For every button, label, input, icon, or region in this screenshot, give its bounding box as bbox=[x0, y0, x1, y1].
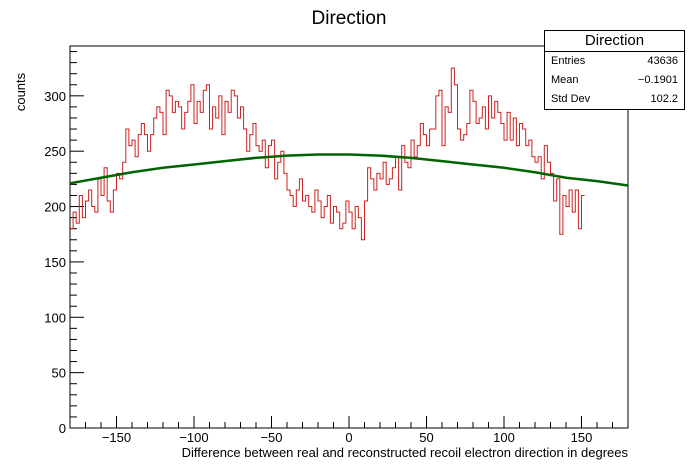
stats-box: Direction Entries 43636 Mean −0.1901 Std… bbox=[544, 30, 685, 110]
y-tick-label: 100 bbox=[44, 310, 66, 325]
y-tick-label: 300 bbox=[44, 89, 66, 104]
x-tick-label: 50 bbox=[419, 430, 433, 445]
stats-label: Std Dev bbox=[551, 93, 591, 105]
y-tick-label: 200 bbox=[44, 200, 66, 215]
stats-row-stddev: Std Dev 102.2 bbox=[545, 90, 684, 109]
x-tick-label: 100 bbox=[493, 430, 515, 445]
stats-box-title: Direction bbox=[545, 31, 684, 52]
x-tick-label: −50 bbox=[260, 430, 282, 445]
stats-row-entries: Entries 43636 bbox=[545, 52, 684, 71]
y-tick-label: 0 bbox=[59, 421, 66, 436]
y-tick-label: 250 bbox=[44, 144, 66, 159]
x-tick-label: −100 bbox=[179, 430, 208, 445]
x-tick-label: 0 bbox=[345, 430, 352, 445]
x-axis-label: Difference between real and reconstructe… bbox=[182, 445, 629, 460]
axis-ticks: −150 −100 −50 0 50 100 150 0 50 100 150 200 250 300 bbox=[44, 51, 629, 445]
chart-title: Direction bbox=[312, 8, 387, 29]
stats-value: 102.2 bbox=[650, 93, 678, 105]
y-axis-label: counts bbox=[13, 72, 28, 111]
x-tick-label: −150 bbox=[102, 430, 131, 445]
stats-value: −0.1901 bbox=[637, 74, 678, 86]
fit-curve bbox=[69, 153, 629, 187]
stats-label: Entries bbox=[551, 55, 586, 67]
stats-row-mean: Mean −0.1901 bbox=[545, 71, 684, 90]
y-tick-label: 150 bbox=[44, 255, 66, 270]
stats-value: 43636 bbox=[647, 55, 678, 67]
x-tick-label: 150 bbox=[571, 430, 593, 445]
stats-label: Mean bbox=[551, 74, 579, 86]
histogram-outline bbox=[70, 67, 585, 241]
y-tick-label: 50 bbox=[52, 366, 66, 381]
